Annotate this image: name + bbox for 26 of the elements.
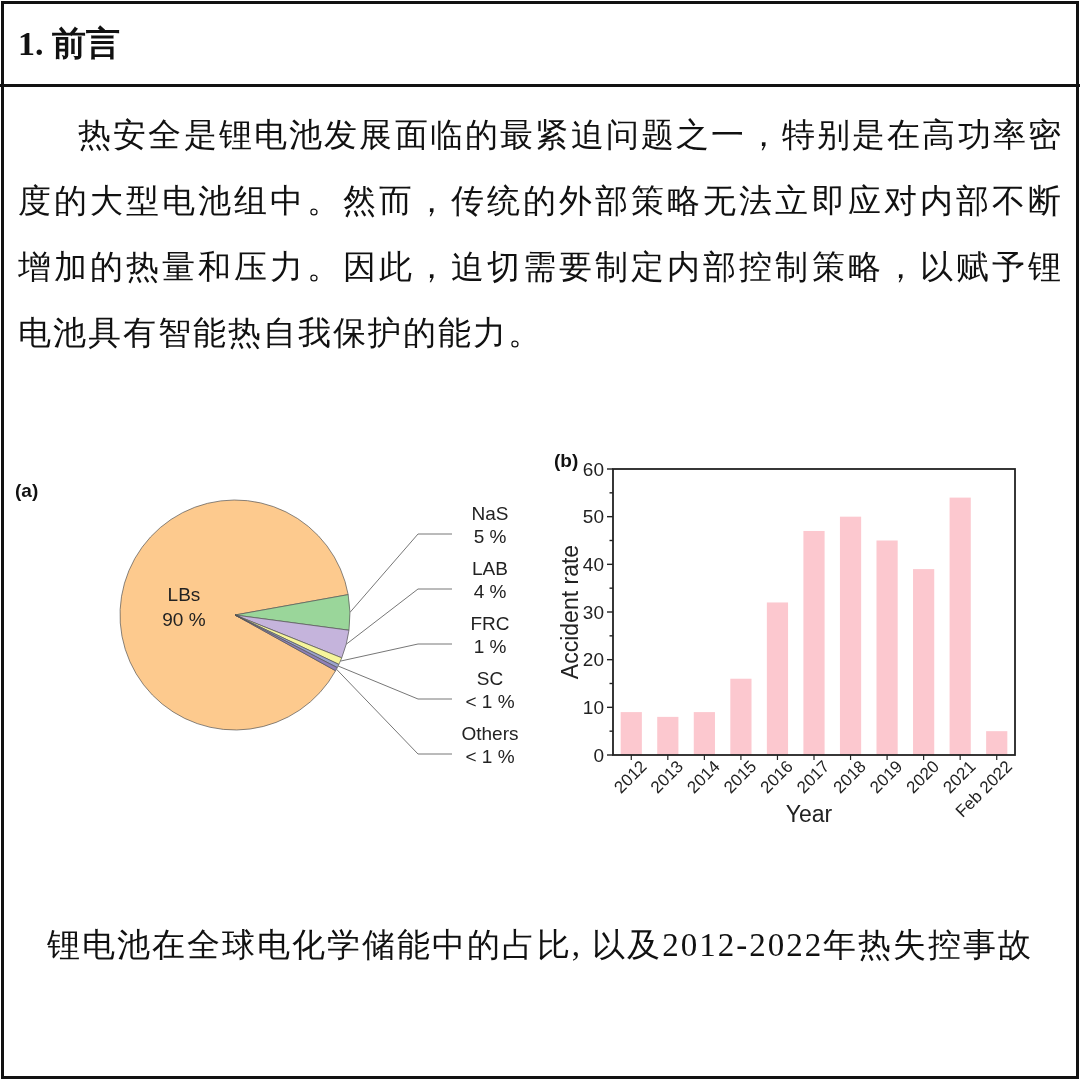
y-tick-label: 30	[582, 601, 604, 623]
slice-label: Others	[461, 722, 519, 744]
text: (a)	[15, 480, 39, 501]
y-tick-label: 40	[582, 553, 604, 575]
data-label: < 1 %	[465, 690, 515, 712]
y-tick-label: 50	[582, 506, 604, 528]
chart-title: (b)	[554, 450, 579, 471]
data-label: 90 %	[162, 609, 206, 631]
y-axis-title: Accident rate	[557, 544, 583, 680]
y-tick-label: 20	[582, 649, 604, 671]
chart-title: 1. 前言	[18, 24, 120, 64]
slice-label: SC	[476, 667, 504, 689]
text: 锂电池在全球电化学储能中的占比, 以及2012-2022年热失控事故	[45, 926, 1035, 965]
slice-label: LAB	[472, 557, 508, 579]
chart-subtitle: 热安全是锂电池发展面临的最紧迫问题之一，特别是在高功率密度的大型电池组中。然而，传统的外部策略无法立即应对内部不断增加的热量和压力。因此，迫切需要制定内部控制策略，以赋予锂电池具有智能热自我保护的能力。	[18, 116, 1063, 353]
slice-label: NaS	[471, 502, 509, 524]
data-label: 1 %	[473, 635, 507, 657]
slice-label: FRC	[470, 612, 510, 634]
x-axis-title: Year	[785, 801, 833, 827]
y-tick-label: 60	[582, 458, 604, 480]
slice-label: LBs	[167, 584, 201, 606]
data-label: 4 %	[473, 580, 507, 602]
data-label: 5 %	[473, 525, 507, 547]
data-label: < 1 %	[465, 745, 515, 767]
y-tick-label: 0	[593, 744, 604, 766]
y-tick-label: 10	[582, 696, 604, 718]
